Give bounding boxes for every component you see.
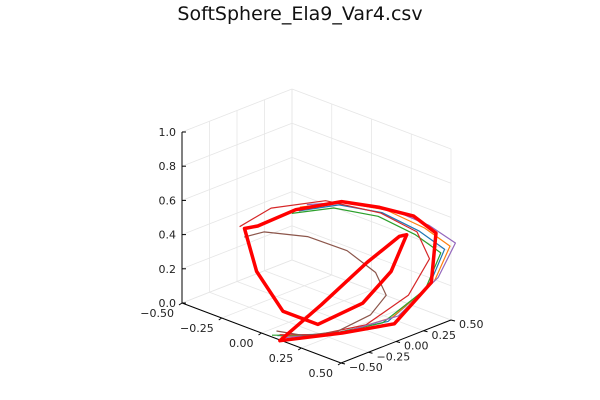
floor-gridline-y [236, 281, 397, 342]
x-tick-mark [178, 302, 183, 306]
tick-label-layer: −0.50−0.250.000.250.50 −0.50−0.250.000.25… [140, 126, 483, 380]
z-tick-label: 0.0 [159, 297, 177, 310]
sidewall-gridline-z [181, 191, 293, 235]
backwall-gridline-z [291, 122, 452, 184]
z-tick-label: 1.0 [159, 126, 177, 139]
x-tick-mark [218, 317, 223, 321]
backwall-gridline-z [291, 259, 452, 321]
trajectory-line [284, 201, 456, 339]
series-layer [239, 199, 456, 343]
sidewall-gridline-z [181, 122, 293, 167]
y-tick-label: −0.50 [349, 361, 383, 374]
y-tick-label: −0.25 [377, 350, 411, 363]
highlighted-trajectory-line [242, 199, 438, 343]
y-tick-mark [340, 362, 346, 365]
y-tick-label: 0.25 [432, 329, 457, 342]
z-tick-label: 0.8 [159, 160, 177, 173]
x-tick-label: 0.25 [269, 352, 294, 365]
y-tick-label: 0.00 [404, 340, 429, 353]
x-tick-mark [297, 347, 302, 351]
chart-title: SoftSphere_Ela9_Var4.csv [177, 3, 422, 25]
z-tick-label: 0.2 [159, 263, 177, 276]
x-tick-mark [337, 362, 342, 366]
backwall-gridline-z [291, 157, 452, 218]
sidewall-gridline-z [181, 88, 293, 133]
y-tick-mark [395, 341, 401, 343]
backwall-gridline-z [291, 88, 452, 150]
x-tick-label: 0.00 [229, 337, 254, 350]
x-tick-mark [258, 332, 262, 336]
x-tick-label: −0.25 [180, 322, 214, 335]
y-tick-mark [423, 330, 428, 333]
sidewall-gridline-z [181, 157, 293, 201]
grid-layer [181, 88, 452, 364]
y-tick-label: 0.50 [459, 318, 484, 331]
y-tick-mark [450, 319, 456, 322]
z-tick-label: 0.6 [159, 194, 177, 207]
z-tick-label: 0.4 [159, 229, 177, 242]
axis-layer [178, 131, 456, 366]
backwall-gridline-z [291, 225, 452, 287]
x-tick-label: 0.50 [309, 367, 334, 380]
x-tick-label: −0.50 [140, 307, 174, 320]
y-tick-mark [368, 351, 373, 354]
sidewall-gridline-z [181, 259, 293, 304]
